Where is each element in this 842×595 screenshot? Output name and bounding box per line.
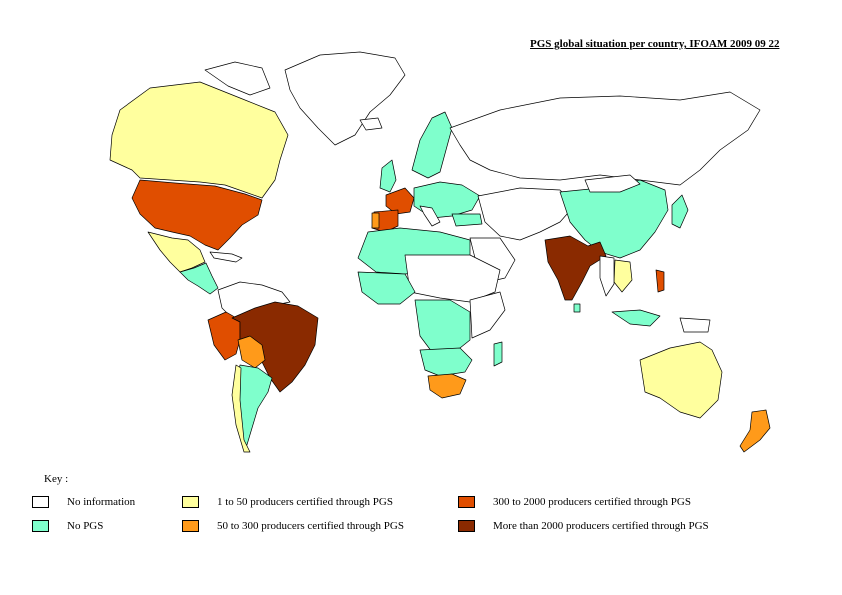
legend-label: 300 to 2000 producers certified through … [493, 496, 691, 508]
philippines [655, 269, 665, 293]
central-africa [414, 299, 471, 353]
legend-1-to-50: 1 to 50 producers certified through PGS [182, 494, 393, 510]
legend-more-than-2000: More than 2000 producers certified throu… [458, 518, 709, 534]
france [385, 187, 415, 215]
west-africa [357, 271, 416, 305]
uk [379, 159, 397, 193]
japan [671, 194, 689, 229]
legend-300-to-2000: 300 to 2000 producers certified through … [458, 494, 691, 510]
legend-label: No information [67, 496, 136, 508]
legend-50-to-300: 50 to 300 producers certified through PG… [182, 518, 404, 534]
central-america [179, 262, 219, 295]
turkey [451, 213, 483, 227]
papua [679, 317, 711, 333]
legend-swatch [182, 496, 199, 508]
south-africa [427, 373, 467, 399]
peru [207, 311, 241, 361]
legend-swatch [182, 520, 199, 532]
new-zealand [739, 409, 771, 453]
iceland [359, 117, 383, 131]
mongolia [584, 174, 641, 193]
italy-balkans [419, 205, 441, 227]
legend-swatch [32, 496, 49, 508]
australia [639, 341, 723, 419]
russia [449, 91, 761, 186]
usa [131, 179, 263, 251]
legend-label: 50 to 300 producers certified through PG… [217, 520, 404, 532]
india [544, 235, 607, 301]
arctic-islands [204, 61, 271, 96]
legend-label: No PGS [67, 520, 104, 532]
map-title: PGS global situation per country, IFOAM … [530, 38, 780, 50]
legend-no-information: No information [32, 494, 135, 510]
central-asia [477, 187, 576, 241]
indochina [613, 259, 633, 293]
sri-lanka [573, 303, 581, 313]
southern-africa [419, 347, 473, 377]
portugal [371, 212, 380, 229]
east-africa [469, 291, 506, 339]
indonesia [611, 309, 661, 327]
legend-swatch [32, 520, 49, 532]
caribbean [209, 251, 243, 263]
legend-swatch [458, 496, 475, 508]
thailand-myanmar [599, 255, 615, 297]
legend-label: 1 to 50 producers certified through PGS [217, 496, 393, 508]
scandinavia [411, 111, 453, 179]
legend-no-pgs: No PGS [32, 518, 103, 534]
legend-title: Key : [44, 473, 69, 485]
legend-label: More than 2000 producers certified throu… [493, 520, 709, 532]
canada [109, 81, 289, 199]
chile [231, 364, 251, 453]
mexico [147, 231, 206, 273]
legend-swatch [458, 520, 475, 532]
bolivia [237, 335, 266, 369]
madagascar [493, 341, 503, 367]
greenland [284, 51, 406, 146]
